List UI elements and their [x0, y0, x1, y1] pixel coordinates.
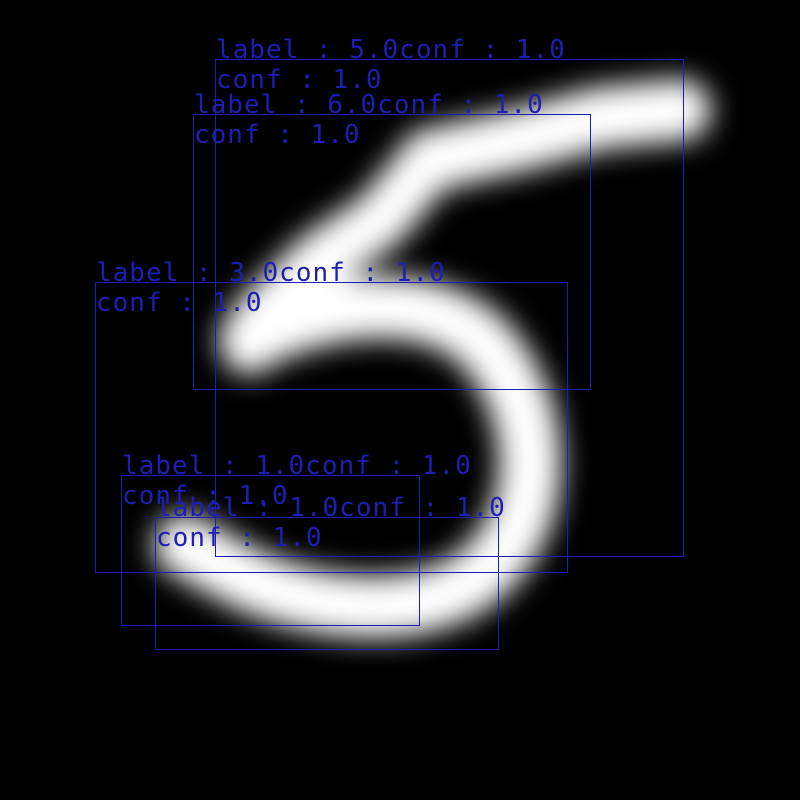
detection-conf-text: conf : 1.0: [216, 65, 383, 95]
detection-label-text: label : 3.0conf : 1.0: [96, 258, 446, 288]
detection-box-3: [121, 475, 420, 626]
detection-box-0: [215, 59, 684, 557]
detection-box-1: [193, 114, 591, 390]
detection-box-4: [155, 517, 499, 650]
detection-label-text: label : 1.0conf : 1.0: [122, 451, 472, 481]
detection-label-text: label : 6.0conf : 1.0: [194, 90, 544, 120]
detection-conf-text: conf : 1.0: [156, 523, 323, 553]
detection-conf-text: conf : 1.0: [194, 120, 361, 150]
detection-label-text: label : 1.0conf : 1.0: [156, 493, 506, 523]
detection-conf-text: conf : 1.0: [96, 288, 263, 318]
detection-label-text: label : 5.0conf : 1.0: [216, 35, 566, 65]
detection-conf-text: conf : 1.0: [122, 481, 289, 511]
detection-box-2: [95, 282, 568, 573]
